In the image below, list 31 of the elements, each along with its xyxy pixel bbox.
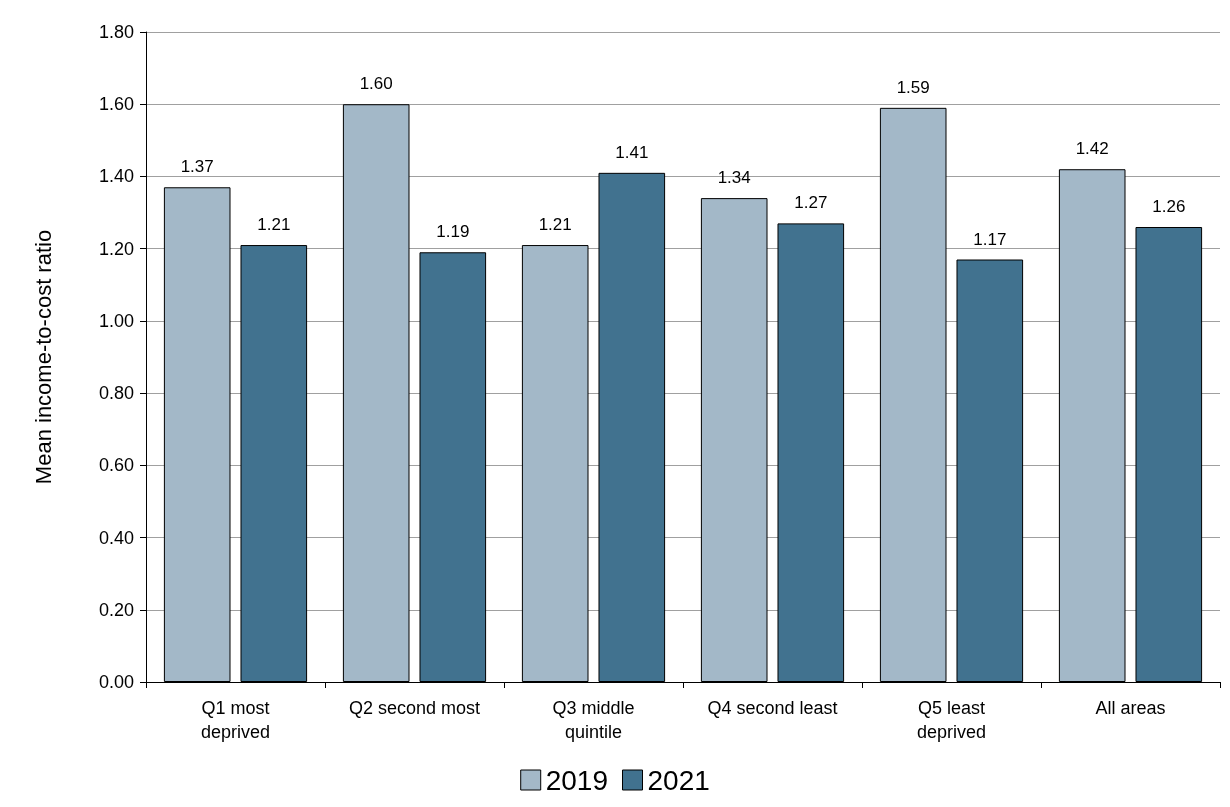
data-label: 1.34	[717, 168, 751, 188]
y-tick-label: 1.40	[98, 166, 134, 187]
data-label: 1.21	[257, 215, 291, 235]
y-tick-label: 0.40	[98, 527, 134, 548]
x-tick-label: Q2 second most	[348, 698, 481, 718]
y-tick-label: 1.60	[98, 94, 134, 115]
data-label: 1.60	[359, 74, 393, 94]
y-tick-label: 0.20	[98, 599, 134, 620]
data-label: 1.59	[896, 77, 930, 97]
x-tick-label: Q4 second least	[707, 698, 838, 718]
legend-label: 2021	[647, 764, 710, 796]
legend-label: 2019	[545, 764, 609, 796]
x-tick-label: All areas	[1095, 698, 1166, 718]
data-label: 1.19	[436, 222, 470, 242]
data-label: 1.27	[794, 193, 828, 213]
data-label: 1.42	[1075, 139, 1109, 159]
y-tick-label: 0.00	[98, 672, 134, 692]
y-tick-label: 1.80	[98, 22, 134, 42]
x-tick-label: Q5 least deprived	[916, 698, 987, 742]
data-label: 1.41	[615, 142, 649, 162]
data-label: 1.17	[973, 229, 1007, 249]
y-tick-label: 1.00	[98, 310, 134, 331]
y-tick-label: 0.80	[98, 383, 134, 404]
y-tick-label: 0.60	[98, 455, 134, 476]
x-tick-label: Q1 most deprived	[200, 698, 271, 742]
x-tick-label: Q3 middle quintile	[552, 698, 635, 742]
data-label: 1.21	[538, 215, 572, 235]
y-axis-title: Mean income-to-cost ratio	[30, 229, 56, 485]
y-tick-label: 1.20	[98, 238, 134, 259]
data-label: 1.26	[1152, 197, 1186, 216]
data-label: 1.37	[180, 157, 214, 177]
